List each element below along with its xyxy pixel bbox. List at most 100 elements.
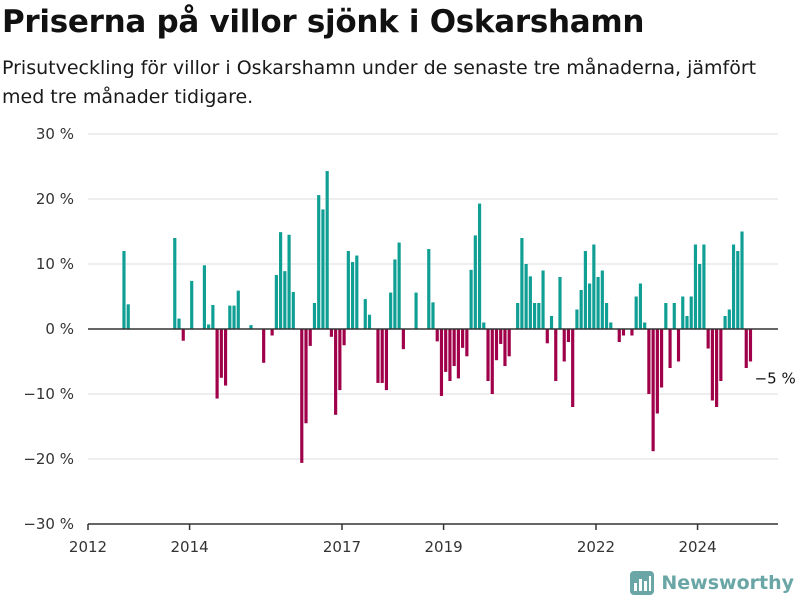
bar	[596, 277, 600, 329]
x-tick-label: 2019	[424, 538, 462, 556]
bar	[499, 329, 503, 344]
bar	[329, 329, 333, 337]
bar	[668, 329, 672, 368]
bar	[317, 195, 321, 329]
bar	[592, 244, 596, 329]
bar	[177, 318, 181, 329]
bar	[554, 329, 558, 381]
bar	[338, 329, 342, 391]
bar	[473, 235, 477, 329]
bar	[549, 316, 554, 329]
bar	[342, 329, 346, 346]
bar	[439, 329, 444, 396]
x-tick-label: 2017	[323, 538, 361, 556]
x-tick-label: 2014	[171, 538, 209, 556]
bar	[325, 171, 329, 329]
bar	[545, 329, 549, 344]
bar	[181, 329, 185, 341]
bar	[647, 329, 651, 394]
bar	[122, 251, 126, 329]
bar	[681, 296, 685, 329]
y-tick-label: 20 %	[36, 190, 74, 208]
bar	[452, 329, 456, 367]
bar	[461, 329, 465, 348]
bar	[494, 329, 499, 361]
bar	[507, 329, 511, 357]
tick-labels: −30 % −20 % −10 % 0 % 10 % 20 % 30 % 2012 2014 20…	[23, 125, 795, 556]
bar	[465, 329, 469, 357]
bar	[537, 303, 541, 329]
bar	[490, 329, 494, 394]
y-tick-label: −10 %	[23, 385, 74, 403]
bar	[524, 264, 528, 329]
brand: Newsworthy	[629, 570, 794, 596]
newsworthy-logo-icon	[630, 571, 655, 595]
bar	[528, 276, 532, 329]
bar	[727, 309, 731, 329]
bar	[367, 314, 372, 329]
bar	[685, 316, 689, 329]
bar	[308, 329, 312, 346]
bar	[664, 303, 668, 329]
bar	[588, 283, 592, 329]
bar	[393, 259, 397, 329]
bar	[262, 329, 266, 363]
bar	[562, 329, 566, 362]
bar	[287, 234, 291, 329]
bar	[279, 232, 283, 329]
bar	[190, 280, 194, 329]
bar	[207, 324, 211, 329]
bar	[456, 329, 460, 379]
x-tick-label: 2022	[577, 538, 615, 556]
x-tick-label: 2024	[678, 538, 716, 556]
bar	[435, 329, 439, 342]
bar	[477, 203, 482, 329]
bar	[355, 255, 359, 329]
bar	[736, 251, 740, 329]
bar	[689, 296, 693, 329]
bar	[571, 329, 575, 407]
bar	[604, 303, 609, 329]
bar	[533, 303, 537, 329]
bar	[431, 302, 435, 329]
bar	[414, 292, 418, 329]
bar	[748, 329, 753, 362]
bar	[482, 322, 486, 329]
bar	[384, 329, 389, 391]
bar	[334, 329, 338, 415]
bar	[274, 275, 278, 329]
bar	[621, 329, 626, 336]
bar	[173, 238, 177, 329]
bar	[723, 316, 727, 329]
bar	[706, 329, 710, 349]
bar	[389, 292, 393, 329]
bar	[698, 264, 702, 329]
latest-value-label: −5 %	[755, 370, 796, 388]
bar	[702, 244, 706, 329]
bar	[558, 277, 562, 329]
bar	[740, 231, 744, 329]
bar	[363, 299, 367, 329]
bar	[236, 290, 240, 329]
bar	[731, 244, 736, 329]
bar	[444, 329, 448, 372]
bar	[346, 251, 350, 329]
y-tick-label: 30 %	[36, 125, 74, 143]
bar	[520, 238, 524, 329]
bar	[715, 329, 719, 407]
bar	[609, 322, 613, 329]
bar	[516, 303, 520, 329]
bar	[583, 251, 587, 329]
bar	[719, 329, 723, 381]
y-tick-label: 10 %	[36, 255, 74, 273]
bar	[693, 244, 698, 329]
bar	[672, 303, 676, 329]
bar	[215, 329, 219, 399]
bar	[249, 325, 253, 329]
bar	[643, 322, 647, 329]
chart-title: Priserna på villor sjönk i Oskarshamn	[2, 4, 645, 40]
bar	[270, 329, 274, 336]
bar	[126, 304, 130, 329]
bar	[634, 296, 638, 329]
bar	[350, 262, 355, 329]
